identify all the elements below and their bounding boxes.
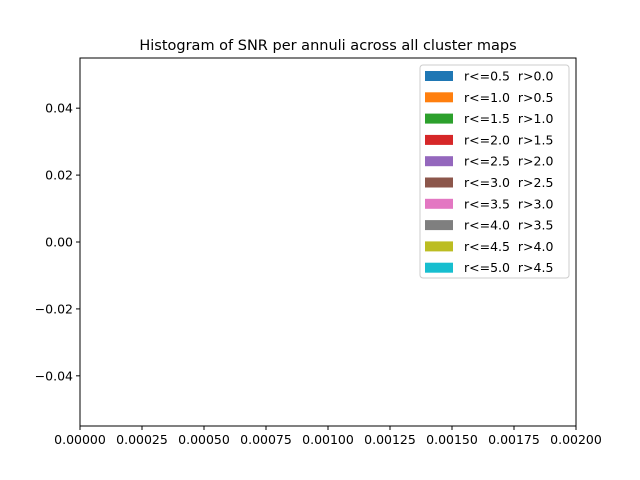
x-tick-label: 0.00075 [240, 432, 292, 447]
x-tick-label: 0.00175 [488, 432, 540, 447]
x-tick-label: 0.00200 [550, 432, 602, 447]
legend-swatch [425, 113, 453, 124]
legend-swatch [425, 241, 453, 252]
legend: r<=0.5 r>0.0 r<=1.0 r>0.5 r<=1.5 r>1.0 r<=2… [419, 64, 570, 279]
y-axis-ticks: 0.04 0.02 0.00 −0.02 −0.04 [35, 101, 80, 383]
legend-swatch [425, 92, 453, 103]
legend-swatch [425, 220, 453, 231]
legend-swatch [425, 156, 453, 167]
legend-frame [419, 64, 570, 279]
legend-label: r<=5.0 r>4.5 [464, 260, 553, 275]
y-tick-label: −0.02 [35, 301, 73, 316]
x-tick-label: 0.00150 [426, 432, 478, 447]
chart-title: Histogram of SNR per annuli across all c… [139, 38, 516, 54]
legend-swatch [425, 134, 453, 145]
legend-label: r<=2.0 r>1.5 [464, 132, 553, 147]
plot-area-frame [79, 57, 577, 427]
x-axis-ticks: 0.00000 0.00025 0.00050 0.00075 0.00100 0.001… [54, 426, 602, 447]
legend-label: r<=4.0 r>3.5 [464, 218, 553, 233]
y-tick-label: −0.04 [35, 368, 73, 383]
x-tick-label: 0.00100 [302, 432, 354, 447]
legend-label: r<=4.5 r>4.0 [464, 239, 553, 254]
legend-label: r<=1.0 r>0.5 [464, 90, 553, 105]
legend-swatch [425, 177, 453, 188]
legend-label: r<=3.5 r>3.0 [464, 196, 553, 211]
legend-label: r<=1.5 r>1.0 [464, 111, 553, 126]
x-tick-label: 0.00050 [178, 432, 230, 447]
legend-swatch [425, 262, 453, 273]
y-tick-label: 0.04 [45, 101, 73, 116]
x-tick-label: 0.00000 [54, 432, 106, 447]
legend-swatch [425, 71, 453, 81]
y-tick-label: 0.02 [45, 168, 73, 183]
legend-label: r<=3.0 r>2.5 [464, 175, 553, 190]
y-tick-label: 0.00 [45, 235, 73, 250]
legend-swatch [425, 198, 453, 209]
legend-label: r<=0.5 r>0.0 [464, 69, 553, 84]
x-tick-label: 0.00125 [364, 432, 416, 447]
x-tick-label: 0.00025 [116, 432, 168, 447]
legend-label: r<=2.5 r>2.0 [464, 154, 553, 169]
